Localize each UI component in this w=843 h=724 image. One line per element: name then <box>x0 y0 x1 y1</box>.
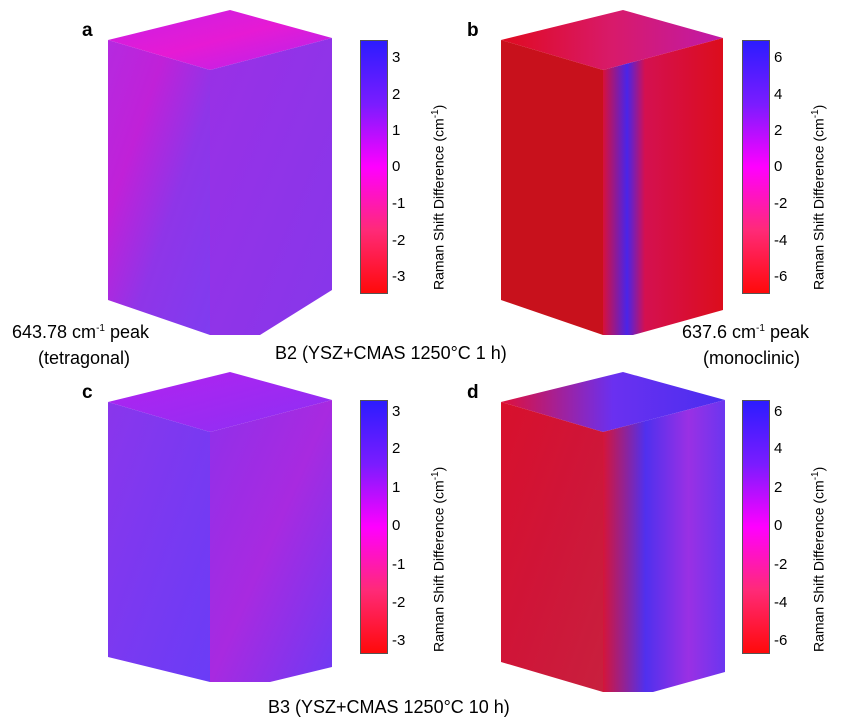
tick-label: -4 <box>774 232 788 249</box>
colorbar-d-ticks: 6 4 2 0 -2 -4 -6 <box>774 400 804 652</box>
tick-label: -4 <box>774 594 788 611</box>
caption-b2: B2 (YSZ+CMAS 1250°C 1 h) <box>275 343 507 363</box>
colorbar-c <box>360 400 388 654</box>
tick-label: -2 <box>774 556 788 573</box>
tick-label: 0 <box>392 158 401 175</box>
cube-b-top <box>501 10 723 70</box>
cube-d-side <box>603 400 725 692</box>
tick-label: 1 <box>392 479 401 496</box>
colorbar-a-ticks: 3 2 1 0 -1 -2 -3 <box>392 40 422 292</box>
raman-cube-b <box>501 10 723 335</box>
tick-label: 2 <box>392 440 401 457</box>
panel-label-d: d <box>467 382 479 403</box>
colorbar-c-ticks: 3 2 1 0 -1 -2 -3 <box>392 400 422 652</box>
panel-label-a: a <box>82 20 93 41</box>
raman-cube-d <box>501 372 725 692</box>
tick-label: 4 <box>774 86 783 103</box>
cube-b-side <box>603 38 723 335</box>
caption-tetragonal-peak: 643.78 cm-1 peak <box>12 322 150 342</box>
caption-monoclinic-peak: 637.6 cm-1 peak <box>682 322 809 342</box>
tick-label: -6 <box>774 268 788 285</box>
tick-label: -3 <box>392 268 406 285</box>
raman-cube-c <box>108 372 332 682</box>
raman-cube-a <box>108 10 332 335</box>
tick-label: 3 <box>392 49 401 66</box>
colorbar-a <box>360 40 388 294</box>
tick-label: 3 <box>392 403 401 420</box>
colorbar-d <box>742 400 770 654</box>
tick-label: 2 <box>774 479 783 496</box>
tick-label: 2 <box>392 86 401 103</box>
cube-b-front <box>501 40 603 335</box>
tick-label: 4 <box>774 440 783 457</box>
caption-tetragonal-phase: (tetragonal) <box>38 348 131 368</box>
colorbar-c-title: Raman Shift Difference (cm-1) <box>430 466 447 652</box>
colorbar-b <box>742 40 770 294</box>
cube-c-front <box>108 402 210 682</box>
tick-label: 2 <box>774 122 783 139</box>
colorbar-d-title: Raman Shift Difference (cm-1) <box>810 466 827 652</box>
tick-label: 0 <box>774 158 783 175</box>
tick-label: -2 <box>392 232 406 249</box>
tick-label: 0 <box>392 517 401 534</box>
tick-label: -3 <box>392 632 406 649</box>
panel-label-b: b <box>467 20 479 41</box>
cube-c-top <box>108 372 332 432</box>
cube-d-top <box>501 372 725 432</box>
tick-label: 1 <box>392 122 401 139</box>
caption-b3: B3 (YSZ+CMAS 1250°C 10 h) <box>268 697 510 717</box>
cube-c-side <box>210 400 332 682</box>
tick-label: 6 <box>774 49 783 66</box>
tick-label: -2 <box>392 594 406 611</box>
cube-a-side <box>210 38 332 335</box>
tick-label: -2 <box>774 195 788 212</box>
tick-label: -6 <box>774 632 788 649</box>
colorbar-b-ticks: 6 4 2 0 -2 -4 -6 <box>774 40 804 292</box>
tick-label: -1 <box>392 195 406 212</box>
caption-monoclinic-phase: (monoclinic) <box>703 348 801 368</box>
cube-a-top <box>108 10 332 70</box>
panel-label-c: c <box>82 382 93 403</box>
tick-label: 0 <box>774 517 783 534</box>
tick-label: 6 <box>774 403 783 420</box>
tick-label: -1 <box>392 556 406 573</box>
cube-d-front <box>501 402 603 692</box>
colorbar-b-title: Raman Shift Difference (cm-1) <box>810 104 827 290</box>
colorbar-a-title: Raman Shift Difference (cm-1) <box>430 104 447 290</box>
cube-a-front <box>108 40 210 335</box>
